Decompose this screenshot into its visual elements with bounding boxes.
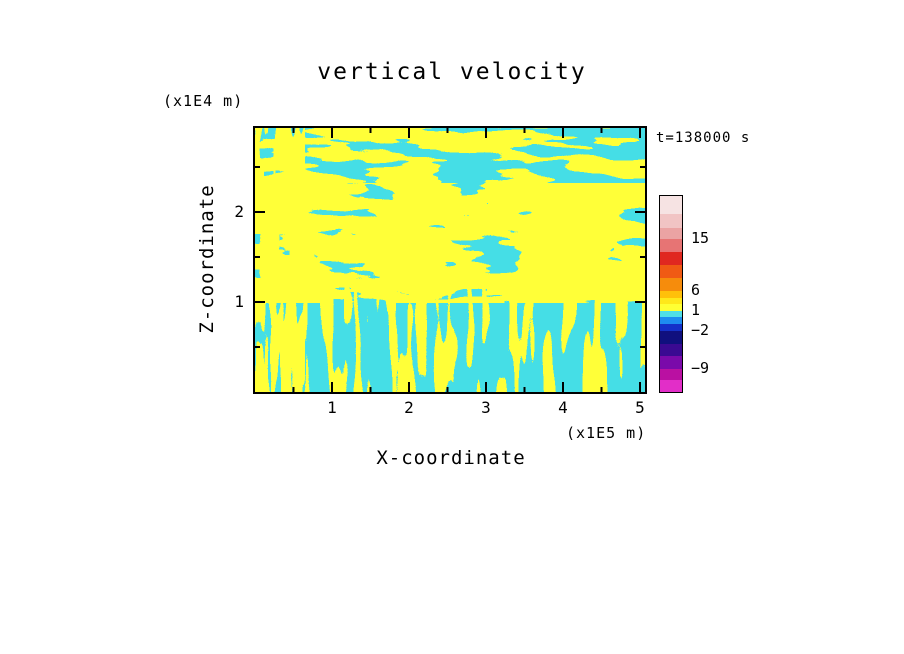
colorbar-tick-label: 6 (691, 281, 701, 299)
colorbar-segment (660, 278, 682, 291)
x-tick-label: 1 (327, 398, 337, 417)
z-tick-label: 2 (234, 202, 244, 221)
colorbar-segment (660, 196, 682, 214)
x-tick-label: 3 (481, 398, 491, 417)
field-background (255, 128, 645, 392)
x-tick-labels: 1 2 3 4 5 (255, 399, 645, 419)
velocity-field (255, 128, 645, 392)
x-axis-unit: (x1E5 m) (566, 424, 647, 442)
colorbar-segment (660, 369, 682, 380)
colorbar (659, 195, 683, 393)
colorbar-segment (660, 331, 682, 344)
colorbar-segment (660, 291, 682, 298)
colorbar-segment (660, 214, 682, 228)
z-tick-label: 1 (234, 292, 244, 311)
colorbar-tick-label: 15 (691, 229, 710, 247)
z-axis-label: Z-coordinate (196, 184, 218, 334)
colorbar-segment (660, 304, 682, 311)
colorbar-segment (660, 298, 682, 304)
colorbar-segment (660, 228, 682, 239)
time-annotation: t=138000 s (656, 130, 751, 146)
colorbar-segment (660, 317, 682, 324)
colorbar-tick-label: −2 (691, 321, 710, 339)
colorbar-segment (660, 265, 682, 278)
z-axis-unit: (x1E4 m) (163, 92, 244, 110)
colorbar-segment (660, 380, 682, 392)
plot-area (253, 126, 647, 394)
colorbar-segment (660, 356, 682, 369)
colorbar-segment (660, 324, 682, 331)
x-tick-label: 2 (404, 398, 414, 417)
colorbar-tick-label: −9 (691, 359, 710, 377)
x-axis-label: X-coordinate (376, 447, 526, 469)
colorbar-segment (660, 239, 682, 252)
colorbar-segment (660, 344, 682, 356)
axis-ticks (255, 128, 645, 392)
colorbar-labels: 15 6 1 −2 −9 (691, 195, 735, 399)
colorbar-segment (660, 311, 682, 317)
x-tick-label: 4 (558, 398, 568, 417)
colorbar-tick-label: 1 (691, 301, 701, 319)
x-tick-label: 5 (635, 398, 645, 417)
colorbar-segment (660, 252, 682, 265)
plot-title: vertical velocity (317, 59, 587, 85)
